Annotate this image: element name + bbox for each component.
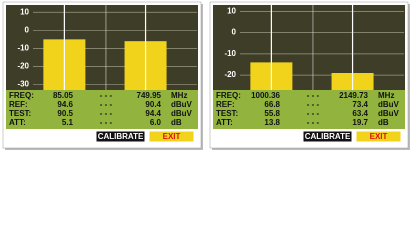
value-1: 55.8 xyxy=(264,109,280,118)
y-tick-label: 10 xyxy=(227,6,236,15)
value-2: 94.4 xyxy=(145,109,161,118)
value-1: 90.5 xyxy=(57,109,73,118)
y-tick-label: -20 xyxy=(224,70,236,79)
calibrate-label[interactable]: CALIBRATE xyxy=(98,132,144,141)
exit-button[interactable] xyxy=(148,130,195,143)
value-1: 66.8 xyxy=(264,100,280,109)
separator: - - - xyxy=(100,118,113,127)
value-1: 13.8 xyxy=(264,118,280,127)
y-tick-label: 10 xyxy=(20,7,29,16)
value-2: 90.4 xyxy=(145,100,161,109)
unit: MHz xyxy=(378,91,394,100)
separator: - - - xyxy=(307,100,320,109)
separator: - - - xyxy=(307,91,320,100)
y-tick-label: -20 xyxy=(17,62,29,71)
table-area xyxy=(213,90,405,129)
separator: - - - xyxy=(100,109,113,118)
unit: MHz xyxy=(171,91,187,100)
y-tick-label: -10 xyxy=(224,49,236,58)
value-2: 749.95 xyxy=(137,91,162,100)
exit-label[interactable]: EXIT xyxy=(370,132,388,141)
value-1: 1000.36 xyxy=(251,91,280,100)
separator: - - - xyxy=(100,91,113,100)
row-label: ATT: xyxy=(9,118,26,127)
row-label: ATT: xyxy=(216,118,233,127)
value-1: 85.05 xyxy=(53,91,74,100)
y-tick-label: 0 xyxy=(232,28,237,37)
row-label: TEST: xyxy=(9,109,31,118)
value-2: 63.4 xyxy=(352,109,368,118)
separator: - - - xyxy=(307,109,320,118)
screen: 10 0 -10 -20 -30 FREQ: 85.05 - - - 749.95 MHz REF:… xyxy=(2,1,410,150)
unit: dBuV xyxy=(171,109,193,118)
chart-area xyxy=(213,5,405,90)
exit-button[interactable] xyxy=(355,130,402,143)
row-label: REF: xyxy=(216,100,235,109)
table-area xyxy=(6,90,198,129)
exit-label[interactable]: EXIT xyxy=(163,132,181,141)
value-1: 5.1 xyxy=(62,118,74,127)
value-2: 2149.73 xyxy=(339,91,368,100)
unit: dBuV xyxy=(171,100,193,109)
row-label: FREQ: xyxy=(216,91,241,100)
value-2: 6.0 xyxy=(150,118,162,127)
y-tick-label: -30 xyxy=(17,80,29,89)
y-tick-label: 0 xyxy=(25,25,30,34)
value-2: 73.4 xyxy=(352,100,368,109)
unit: dBuV xyxy=(378,109,400,118)
row-label: FREQ: xyxy=(9,91,34,100)
row-label: TEST: xyxy=(216,109,238,118)
value-2: 19.7 xyxy=(352,118,368,127)
unit: dBuV xyxy=(378,100,400,109)
chart-area xyxy=(6,5,198,90)
value-1: 94.6 xyxy=(57,100,73,109)
separator: - - - xyxy=(100,100,113,109)
separator: - - - xyxy=(307,118,320,127)
row-label: REF: xyxy=(9,100,28,109)
calibrate-button[interactable] xyxy=(302,130,353,143)
y-tick-label: -10 xyxy=(17,44,29,53)
page: 10 0 -10 -20 -30 FREQ: 85.05 - - - 749.95 MHz REF:… xyxy=(2,1,410,150)
calibrate-label[interactable]: CALIBRATE xyxy=(305,132,351,141)
calibrate-button[interactable] xyxy=(95,130,146,143)
unit: dB xyxy=(378,118,389,127)
unit: dB xyxy=(171,118,182,127)
